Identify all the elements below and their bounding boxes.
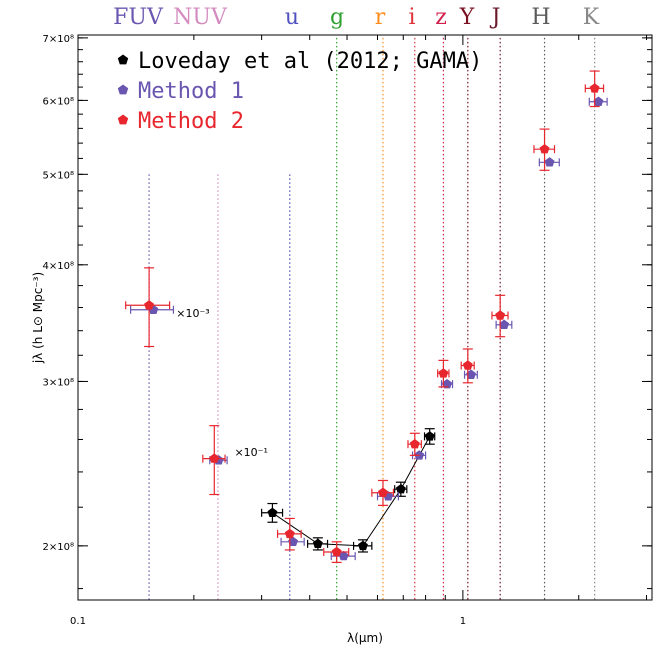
x-axis-label: λ(μm) (347, 631, 383, 645)
band-label: J (490, 5, 501, 30)
y-tick-label: 7×10⁸ (43, 34, 74, 45)
legend-label: Method 2 (138, 109, 244, 134)
legend-marker (117, 84, 129, 95)
band-labels: FUV NUV u g r i z Y J H K (113, 5, 600, 30)
band-label: z (435, 5, 447, 30)
x-tick-label: 0.1 (70, 616, 86, 627)
data-point (267, 507, 278, 517)
band-label: K (583, 5, 600, 30)
band-label: Y (459, 5, 475, 30)
data-point (409, 439, 420, 449)
plot-frame (77, 34, 653, 601)
data-point (378, 487, 388, 497)
data-point (395, 484, 406, 494)
band-label: i (408, 5, 415, 30)
data-point (312, 538, 323, 548)
legend-label: Loveday et al (2012; GAMA) (138, 49, 482, 74)
band-label: H (531, 5, 550, 30)
data-point (338, 550, 349, 561)
series-layer (125, 70, 608, 564)
band-label: u (285, 5, 299, 30)
data-point (284, 528, 295, 539)
legend: Loveday et al (2012; GAMA) Method 1 Method… (117, 49, 482, 134)
data-point (539, 144, 550, 154)
band-label: r (375, 5, 386, 30)
data-point (331, 546, 342, 557)
data-point (438, 368, 449, 378)
legend-marker (117, 114, 129, 125)
series-1 (261, 428, 436, 553)
data-point (466, 369, 476, 379)
annotations: ×10⁻³ ×10⁻¹ (176, 307, 268, 459)
data-point (209, 453, 220, 463)
data-point (544, 157, 555, 167)
ticks: 0.1 1 2×10⁸ 3×10⁸ 4×10⁸ 5×10⁸ 6×10⁸ 7×10⁸ (43, 34, 652, 627)
y-tick-label: 2×10⁸ (43, 542, 74, 553)
annotation: ×10⁻³ (176, 307, 209, 320)
band-label: FUV (113, 5, 164, 30)
y-tick-label: 6×10⁸ (43, 96, 74, 107)
band-label: NUV (173, 5, 228, 30)
y-axis-label: jλ (h L⊙ Mpc⁻³) (31, 272, 45, 364)
data-point (358, 540, 368, 551)
data-point (499, 319, 510, 329)
data-point (589, 83, 600, 93)
x-tick-label: 1 (460, 616, 466, 627)
annotation: ×10⁻¹ (234, 446, 267, 459)
data-point (144, 300, 154, 310)
data-point (288, 536, 298, 546)
legend-label: Method 1 (138, 79, 244, 104)
data-point (495, 310, 506, 320)
data-point (462, 360, 473, 370)
series-line (272, 436, 431, 547)
data-point (442, 379, 453, 389)
series-3 (125, 70, 605, 564)
data-point (424, 431, 435, 441)
y-tick-label: 3×10⁸ (43, 377, 74, 388)
band-label: g (330, 5, 344, 30)
legend-marker (117, 54, 129, 65)
series-2 (130, 96, 608, 561)
y-tick-label: 5×10⁸ (43, 170, 74, 181)
y-tick-label: 4×10⁸ (43, 261, 74, 272)
data-point (593, 96, 604, 106)
